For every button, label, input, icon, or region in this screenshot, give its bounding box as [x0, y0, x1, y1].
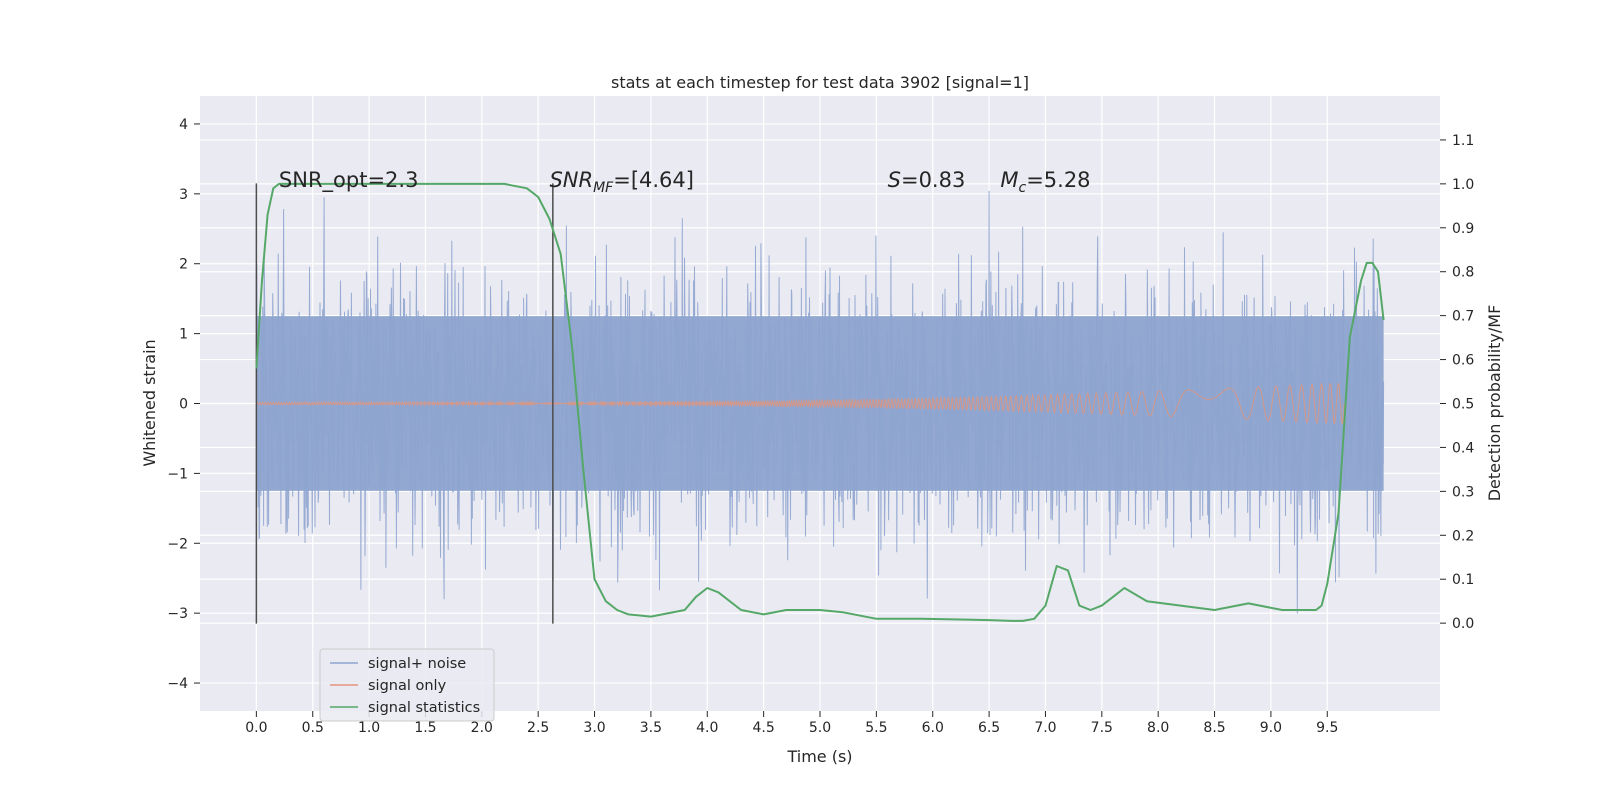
right-axis-label: Detection probability/MF [1485, 305, 1504, 502]
signal-statistics-line [255, 182, 1385, 622]
x-tick-label: 8.5 [1203, 720, 1225, 736]
y-tick-label: −3 [167, 606, 188, 622]
x-tick-label: 4.0 [696, 720, 718, 736]
right-axis-ticks: 0.0 0.1 0.2 0.3 0.4 0.5 0.6 0.7 0.8 0.9 1.0 1.1 [1440, 133, 1474, 632]
x-tick-label: 1.0 [358, 720, 380, 736]
annotation-value: =[4.64] [613, 168, 694, 192]
legend: signal+ noise signal only signal statist… [319, 648, 495, 722]
y-tick-label: 1 [179, 327, 188, 343]
y-axis-label: Whitened strain [140, 339, 159, 466]
right-tick-label: 0.5 [1452, 397, 1474, 413]
annotation-text: Mc=5.28 [1000, 168, 1090, 196]
right-tick-label: 1.1 [1452, 133, 1474, 149]
right-tick-label: 0.3 [1452, 484, 1474, 500]
x-tick-label: 2.0 [471, 720, 493, 736]
y-tick-label: 3 [179, 187, 188, 203]
annotation-value: =0.83 [901, 168, 965, 192]
x-tick-label: 3.0 [583, 720, 605, 736]
chart-title: stats at each timestep for test data 390… [611, 73, 1029, 92]
x-tick-label: 8.0 [1147, 720, 1169, 736]
signal-statistics-series [255, 182, 1385, 622]
vertical-markers [255, 183, 554, 624]
right-tick-label: 0.9 [1452, 221, 1474, 237]
y-axis-ticks: −4 −3 −2 −1 0 1 2 3 4 [167, 117, 200, 692]
y-tick-label: 0 [179, 397, 188, 413]
right-tick-label: 0.7 [1452, 309, 1474, 325]
y-tick-label: 4 [179, 117, 188, 133]
x-tick-label: 0.5 [302, 720, 324, 736]
signal-noise-line [255, 190, 1385, 614]
x-tick-label: 6.5 [978, 720, 1000, 736]
right-tick-label: 0.2 [1452, 528, 1474, 544]
annotation-main: SNR [549, 168, 593, 192]
annotations: SNR_opt=2.3 SNRMF=[4.64] S=0.83 Mc=5.28 [279, 168, 1091, 196]
x-tick-label: 2.5 [527, 720, 549, 736]
right-tick-label: 0.4 [1452, 440, 1474, 456]
x-tick-label: 1.5 [414, 720, 436, 736]
x-tick-label: 9.0 [1260, 720, 1282, 736]
x-axis-label: Time (s) [786, 747, 852, 766]
right-tick-label: 0.1 [1452, 572, 1474, 588]
signal-only-line [255, 382, 1345, 425]
legend-label-signal-only: signal only [368, 678, 447, 694]
annotation-value: =5.28 [1026, 168, 1090, 192]
legend-label-signal-noise: signal+ noise [368, 656, 466, 672]
y-tick-label: 2 [179, 257, 188, 273]
y-tick-label: −4 [167, 676, 188, 692]
right-tick-label: 0.6 [1452, 353, 1474, 369]
annotation-text: SNRMF=[4.64] [549, 168, 694, 196]
right-tick-label: 0.0 [1452, 616, 1474, 632]
x-tick-label: 5.0 [809, 720, 831, 736]
legend-box [319, 648, 495, 722]
right-tick-label: 0.8 [1452, 265, 1474, 281]
x-tick-label: 5.5 [865, 720, 887, 736]
legend-label-signal-statistics: signal statistics [368, 700, 480, 716]
x-tick-label: 9.5 [1316, 720, 1338, 736]
signal-only-series [255, 382, 1345, 425]
x-tick-label: 3.5 [640, 720, 662, 736]
annotation-text: SNR_opt=2.3 [279, 168, 419, 193]
annotation-main: SNR_opt=2.3 [279, 168, 419, 193]
annotation-subscript: c [1018, 180, 1026, 196]
annotation-subscript: MF [593, 180, 614, 196]
x-axis-ticks: 0.0 0.5 1.0 1.5 2.0 2.5 3.0 3.5 4.0 4.5 5.0 5.5 6.0 6… [245, 711, 1338, 736]
x-tick-label: 7.0 [1034, 720, 1056, 736]
x-tick-label: 0.0 [245, 720, 267, 736]
x-tick-label: 6.0 [922, 720, 944, 736]
x-tick-label: 4.5 [753, 720, 775, 736]
right-tick-label: 1.0 [1452, 177, 1474, 193]
annotation-main: M [1000, 168, 1018, 192]
annotation-text: S=0.83 [888, 168, 966, 192]
x-tick-label: 7.5 [1091, 720, 1113, 736]
y-tick-label: −1 [167, 466, 188, 482]
annotation-main: S [888, 168, 901, 192]
y-tick-label: −2 [167, 536, 188, 552]
